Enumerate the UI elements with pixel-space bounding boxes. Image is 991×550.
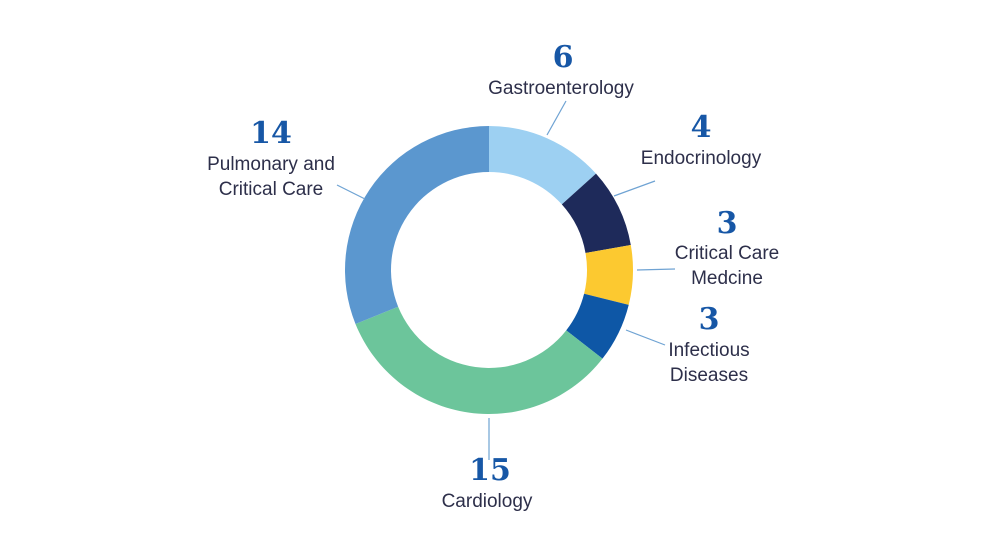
slice-gastroenterology xyxy=(489,126,597,205)
leader-line-critical-care-medcine xyxy=(636,268,676,271)
value-label-critical-care-medcine: 3 xyxy=(717,206,738,241)
donut-slices xyxy=(345,126,634,414)
category-label-line: Medcine xyxy=(691,268,763,289)
value-label-gastroenterology: 6 xyxy=(553,40,574,75)
category-label-line: Infectious xyxy=(668,340,749,361)
category-label-line: Gastroenterology xyxy=(488,78,634,99)
category-label-endocrinology: Endocrinology xyxy=(641,148,762,169)
value-label-cardiology: 15 xyxy=(469,453,511,488)
slice-critical-care-medcine xyxy=(584,244,634,305)
category-label-line: Pulmonary and xyxy=(207,154,335,175)
category-label-line: Diseases xyxy=(670,365,748,386)
category-label-pulmonary-and-critical-care: Pulmonary and Critical Care xyxy=(207,154,335,200)
value-label-infectious-diseases: 3 xyxy=(699,302,720,337)
leader-lines xyxy=(336,100,676,460)
category-label-cardiology: Cardiology xyxy=(442,491,533,512)
leader-line-infectious-diseases xyxy=(625,329,666,346)
leader-line-pulmonary-and-critical-care xyxy=(336,184,366,200)
value-label-endocrinology: 4 xyxy=(691,110,712,145)
slice-endocrinology xyxy=(561,173,631,253)
leader-line-endocrinology xyxy=(613,180,656,197)
slice-infectious-diseases xyxy=(566,293,629,359)
category-label-line: Critical Care xyxy=(675,243,780,264)
category-label-line: Endocrinology xyxy=(641,148,762,169)
category-label-line: Critical Care xyxy=(219,179,324,200)
value-label-pulmonary-and-critical-care: 14 xyxy=(250,116,292,151)
category-label-critical-care-medcine: Critical Care Medcine xyxy=(675,243,780,289)
slice-cardiology xyxy=(355,306,603,414)
category-label-gastroenterology: Gastroenterology xyxy=(488,78,634,99)
category-label-infectious-diseases: Infectious Diseases xyxy=(668,340,749,386)
slice-pulmonary-and-critical-care xyxy=(345,126,489,324)
leader-line-gastroenterology xyxy=(546,100,567,136)
category-label-line: Cardiology xyxy=(442,491,533,512)
slice-labels: 6Gastroenterology4Endocrinology3Critical… xyxy=(207,40,779,512)
